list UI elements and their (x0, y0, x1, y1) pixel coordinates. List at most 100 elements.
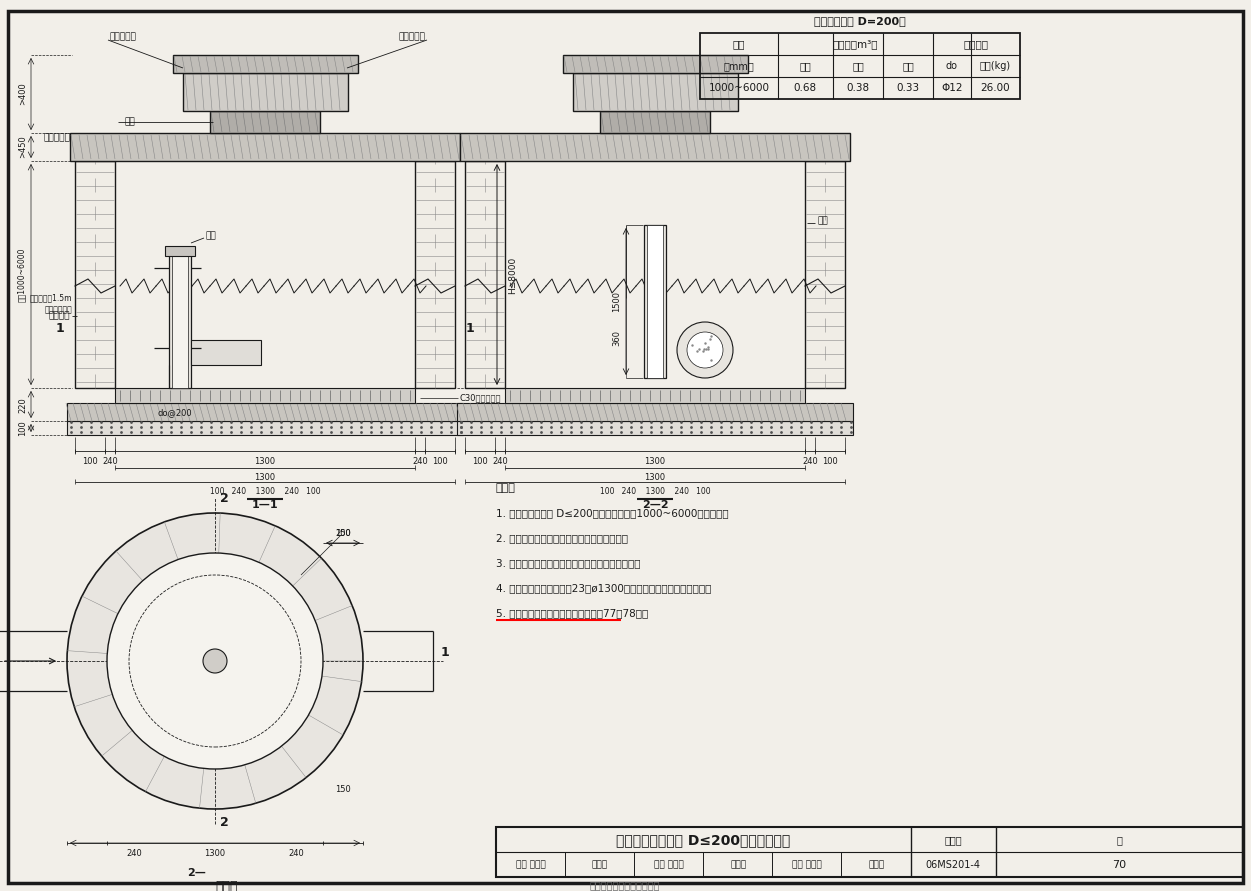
Text: 竖（一）雨（污）水检查井: 竖（一）雨（污）水检查井 (589, 880, 661, 890)
Bar (115, 388, 415, 403)
Text: 220: 220 (19, 397, 28, 413)
Text: 底板锂筋: 底板锂筋 (963, 39, 988, 49)
Text: 2: 2 (220, 493, 229, 505)
Bar (457, 403, 853, 421)
Bar (647, 225, 663, 378)
Bar (165, 246, 195, 256)
Text: （mm）: （mm） (723, 61, 754, 71)
Text: do@200: do@200 (158, 408, 193, 418)
Text: 1300: 1300 (644, 472, 666, 481)
Text: 垫层: 垫层 (852, 61, 864, 71)
Text: 1. 适用于跌落管径 D≤200铸铁管，跌差为1000~6000的污水管。: 1. 适用于跌落管径 D≤200铸铁管，跌差为1000~6000的污水管。 (495, 508, 728, 518)
Bar (804, 161, 844, 388)
Text: 暗名以: 暗名以 (592, 861, 608, 870)
Text: 重量(kg): 重量(kg) (980, 61, 1011, 71)
Text: 跌差1000~6000: 跌差1000~6000 (16, 248, 25, 302)
Circle shape (68, 513, 363, 809)
Text: 说明：: 说明： (495, 483, 515, 493)
Text: 工程量表（按 D=200）: 工程量表（按 D=200） (814, 16, 906, 26)
Circle shape (203, 649, 226, 673)
Text: 校对 周国华: 校对 周国华 (654, 861, 684, 870)
Text: 跌差: 跌差 (733, 39, 746, 49)
Circle shape (687, 332, 723, 368)
Text: 平面图: 平面图 (215, 880, 238, 891)
Text: 1500: 1500 (613, 291, 622, 313)
Bar (465, 161, 505, 388)
Text: 70: 70 (1112, 860, 1126, 870)
Text: 1300: 1300 (254, 456, 275, 465)
Text: 张总重: 张总重 (868, 861, 884, 870)
Text: 混凝土盖板: 混凝土盖板 (43, 134, 70, 143)
Text: 混凝土（m³）: 混凝土（m³） (832, 39, 878, 49)
Text: 1000~6000: 1000~6000 (708, 83, 769, 93)
Bar (68, 403, 463, 421)
Bar (563, 55, 748, 73)
Bar (210, 111, 320, 133)
Text: 1: 1 (440, 647, 449, 659)
Text: 240: 240 (492, 456, 508, 465)
Text: 100   240    1300    240   100: 100 240 1300 240 100 (599, 486, 711, 495)
Text: 1—1: 1—1 (251, 500, 278, 510)
Text: 1300: 1300 (254, 472, 275, 481)
Bar (457, 421, 853, 435)
Text: 100: 100 (472, 456, 488, 465)
Text: 06MS201-4: 06MS201-4 (926, 860, 981, 870)
Text: 流槽: 流槽 (902, 61, 914, 71)
Bar (183, 73, 348, 111)
Text: 井盖及支座: 井盖及支座 (398, 32, 425, 42)
Text: C30混凝土流槽: C30混凝土流槽 (460, 394, 502, 403)
Text: 原浆稳圈: 原浆稳圈 (49, 312, 70, 321)
Text: 0.68: 0.68 (793, 83, 817, 93)
Text: 240: 240 (802, 456, 818, 465)
Text: 100: 100 (19, 421, 28, 436)
Bar (70, 133, 460, 161)
Text: 踏步: 踏步 (817, 217, 828, 225)
Text: 1: 1 (55, 322, 64, 334)
Text: 100: 100 (83, 456, 98, 465)
Text: 3. 接入支管超挖部分采用级配砂石或混凝土填实。: 3. 接入支管超挖部分采用级配砂石或混凝土填实。 (495, 558, 641, 568)
Text: 设计 张连奎: 设计 张连奎 (792, 861, 822, 870)
Text: 0.38: 0.38 (847, 83, 869, 93)
Text: >400: >400 (19, 83, 28, 105)
Bar (68, 421, 463, 435)
Bar (171, 248, 188, 388)
Bar (460, 133, 849, 161)
Text: 审核 陈宗明: 审核 陈宗明 (515, 861, 545, 870)
Bar (415, 161, 455, 388)
Text: 100   240    1300    240   100: 100 240 1300 240 100 (210, 486, 320, 495)
Bar (169, 248, 191, 388)
Text: 页: 页 (1116, 835, 1122, 845)
Bar (573, 73, 738, 111)
Text: 5. 井室各部尺寸及组构图建本图集第77、78页。: 5. 井室各部尺寸及组构图建本图集第77、78页。 (495, 608, 648, 618)
Text: 1: 1 (465, 322, 474, 334)
Text: 150: 150 (335, 784, 350, 794)
Text: 240: 240 (103, 456, 118, 465)
Text: 100: 100 (432, 456, 448, 465)
Text: 360: 360 (613, 330, 622, 346)
Text: 安装一个支架: 安装一个支架 (44, 306, 73, 315)
Text: >450: >450 (19, 135, 28, 159)
Text: 图集号: 图集号 (945, 835, 962, 845)
Text: 2—2: 2—2 (642, 500, 668, 510)
Text: 1300: 1300 (204, 849, 225, 859)
Text: 150: 150 (335, 528, 350, 537)
Text: 240: 240 (126, 849, 141, 859)
Text: 2. 木塞需用热氥青浸煮，铸铁管涂氥青防腐。: 2. 木塞需用热氥青浸煮，铸铁管涂氥青防腐。 (495, 533, 628, 543)
Bar (75, 161, 115, 388)
Text: 立管上每隔1.5m: 立管上每隔1.5m (30, 293, 73, 303)
Text: 混凝土井圈: 混凝土井圈 (110, 32, 136, 42)
Text: 2: 2 (220, 816, 229, 830)
Bar (173, 55, 358, 73)
Text: 民阴降: 民阴降 (731, 861, 746, 870)
Text: 底架: 底架 (125, 118, 135, 127)
Text: 240: 240 (288, 849, 304, 859)
Text: 竖管式污水跌水井 D≤200（直线内跌）: 竖管式污水跌水井 D≤200（直线内跌） (615, 833, 791, 847)
Text: 木塞: 木塞 (206, 232, 216, 241)
Text: 26.00: 26.00 (981, 83, 1010, 93)
Bar (600, 111, 711, 133)
Text: H≤8000: H≤8000 (508, 257, 518, 294)
Text: 4. 混凝土盖板建本图集第23页ø1300圆形雨污水检查井盖板配筋图。: 4. 混凝土盖板建本图集第23页ø1300圆形雨污水检查井盖板配筋图。 (495, 583, 712, 593)
Bar (644, 225, 666, 378)
Text: 1300: 1300 (644, 456, 666, 465)
Text: 240: 240 (412, 456, 428, 465)
